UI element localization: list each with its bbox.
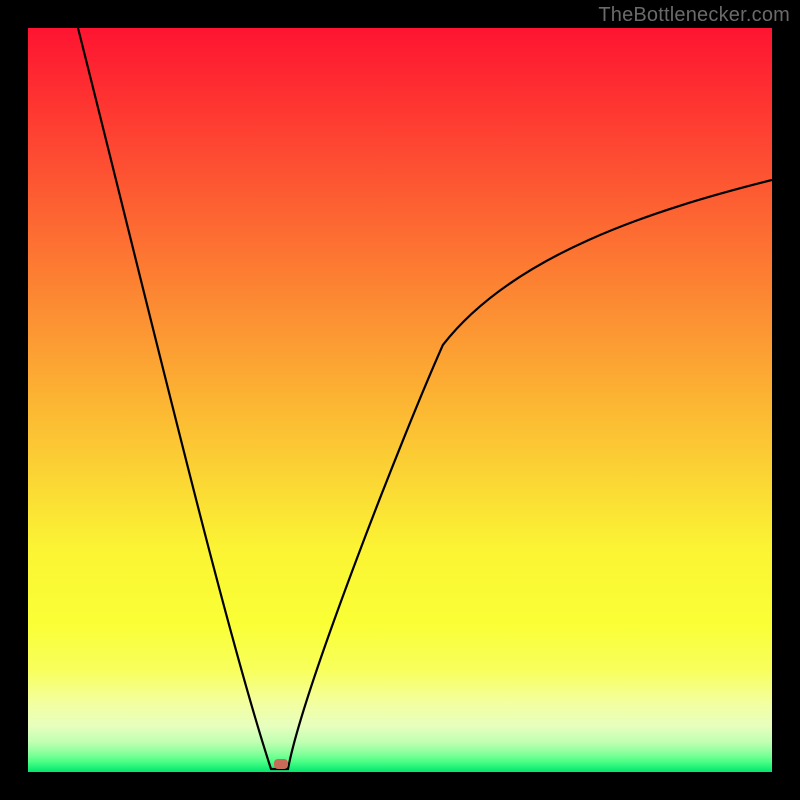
plot-area [28, 28, 772, 772]
chart-container: TheBottlenecker.com [0, 0, 800, 800]
watermark-text: TheBottlenecker.com [598, 4, 790, 27]
bottleneck-curve [28, 28, 772, 772]
minimum-marker [274, 759, 288, 769]
